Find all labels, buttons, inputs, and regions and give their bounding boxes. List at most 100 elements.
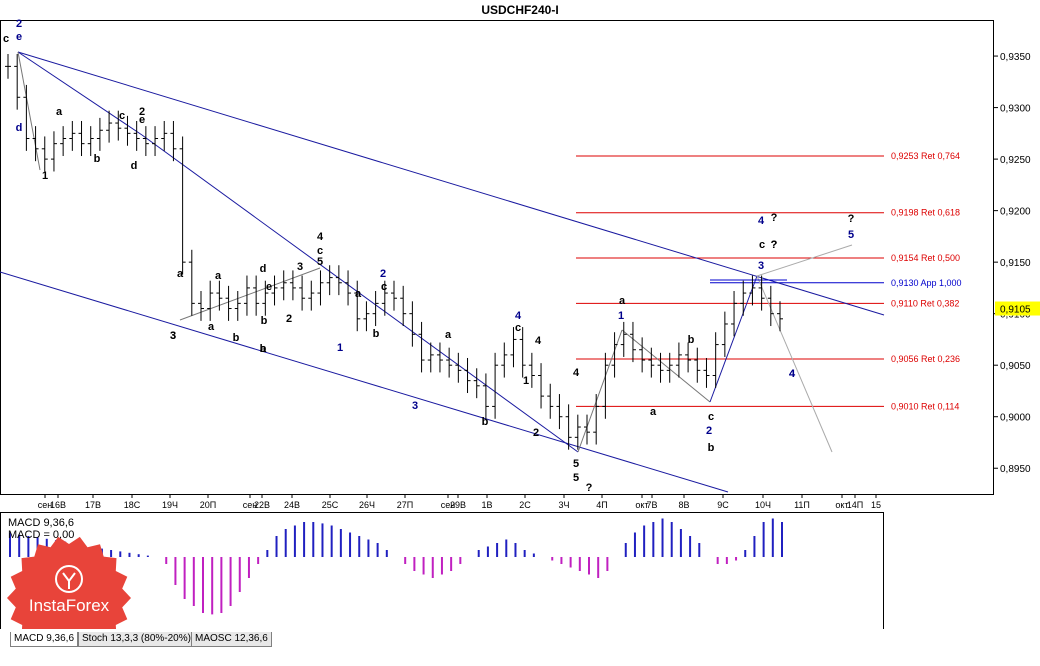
price-tick-label: 0,8950	[1000, 464, 1031, 475]
time-tick-label: 16В	[50, 500, 66, 510]
wave-label: e	[266, 281, 272, 293]
wave-label: b	[260, 343, 267, 355]
wave-label: a	[56, 106, 63, 118]
time-tick-label: 7В	[646, 500, 657, 510]
wave-label: a	[260, 343, 267, 355]
wave-label: 1	[618, 310, 624, 322]
wave-label: 3	[412, 400, 418, 412]
current-price-badge	[995, 301, 1040, 316]
wave-label: 4	[515, 310, 522, 322]
wave-label: c	[3, 33, 9, 45]
wave-label: c	[381, 281, 387, 293]
tab-stoch[interactable]: Stoch 13,3,3 (80%-20%)	[78, 632, 195, 647]
trend-line	[179, 267, 321, 321]
trend-line	[141, 134, 579, 453]
wave-label: 5	[573, 472, 579, 484]
wave-label: b	[688, 334, 695, 346]
level-label: 0,9010 Ret 0,114	[891, 401, 959, 411]
price-tick-label: 0,9200	[1000, 207, 1031, 218]
wave-label: 3	[758, 260, 764, 272]
wave-label: ?	[771, 239, 778, 251]
price-bars	[5, 54, 783, 450]
time-tick-label: 14П	[847, 500, 863, 510]
wave-label: d	[131, 160, 138, 172]
level-label: 0,9198 Ret 0,618	[891, 208, 960, 218]
wave-label: a	[650, 406, 657, 418]
trend-line	[17, 51, 885, 316]
wave-label: b	[373, 328, 380, 340]
time-tick-label: 17В	[85, 500, 101, 510]
trend-line	[709, 275, 758, 403]
wave-label: 4	[758, 215, 765, 227]
level-label: 0,9056 Ret 0,236	[891, 354, 960, 364]
wave-label: c	[708, 411, 714, 423]
wave-label: c	[759, 239, 765, 251]
time-tick-label: окт	[635, 500, 648, 510]
wave-label: 3	[170, 330, 176, 342]
wave-label: 2	[533, 427, 539, 439]
wave-label: 2	[16, 18, 22, 30]
trend-line	[756, 275, 833, 453]
price-tick-label: 0,9150	[1000, 258, 1031, 269]
price-axis: 0,93500,93000,92500,92000,91500,91000,90…	[993, 52, 1040, 475]
wave-label: e	[139, 114, 145, 126]
logo-badge-icon	[7, 536, 131, 660]
time-tick-label: 24В	[284, 500, 300, 510]
wave-label: 4	[573, 367, 580, 379]
wave-label: c	[317, 245, 323, 257]
trend-line	[621, 329, 711, 403]
price-tick-label: 0,9300	[1000, 104, 1031, 115]
time-tick-label: 20П	[200, 500, 216, 510]
wave-label: e	[16, 31, 22, 43]
time-tick-label: 19Ч	[162, 500, 178, 510]
time-tick-label: 11П	[794, 500, 810, 510]
wave-label: a	[215, 270, 222, 282]
logo-text: InstaForex	[28, 596, 110, 615]
wave-label: ?	[586, 482, 593, 494]
time-tick-label: 8В	[678, 500, 689, 510]
wave-label: c	[381, 281, 387, 293]
wave-label: c	[119, 110, 125, 122]
wave-label: 4	[789, 368, 796, 380]
wave-label: d	[260, 263, 267, 275]
price-tick-label: 0,9050	[1000, 361, 1031, 372]
time-tick-label: 27П	[397, 500, 413, 510]
time-tick-label: 22В	[254, 500, 270, 510]
tab-macd[interactable]: MACD 9,36,6	[10, 632, 79, 647]
wave-label: 5	[848, 229, 854, 241]
main-plot-border	[0, 20, 994, 495]
wave-label: 4	[535, 335, 542, 347]
wave-label: a	[208, 321, 215, 333]
wave-label: a	[445, 329, 452, 341]
trend-line	[756, 244, 853, 277]
wave-label: b	[233, 332, 240, 344]
wave-label: 4	[317, 231, 324, 243]
wave-label: 2	[139, 106, 145, 118]
price-tick-label: 0,9000	[1000, 413, 1031, 424]
time-tick-label: 1В	[481, 500, 492, 510]
time-tick-label: 4П	[596, 500, 607, 510]
time-tick-label: сен	[38, 500, 53, 510]
chart-title: USDCHF240-I	[481, 3, 558, 17]
wave-label: a	[619, 295, 626, 307]
price-tick-label: 0,9350	[1000, 52, 1031, 63]
wave-label: d	[16, 122, 23, 134]
wave-label: 4	[789, 368, 796, 380]
tab-maosc[interactable]: MAOSC 12,36,6	[191, 632, 272, 647]
wave-label: 5	[573, 458, 579, 470]
wave-label: 1	[42, 170, 48, 182]
wave-label: 5	[317, 256, 323, 268]
time-tick-label: 29В	[450, 500, 466, 510]
time-tick-label: 9С	[717, 500, 729, 510]
time-tick-label: окт	[835, 500, 848, 510]
wave-label: 3	[297, 261, 303, 273]
time-tick-label: 2С	[519, 500, 531, 510]
macd-label: MACD 9,36,6	[8, 517, 74, 529]
wave-label: b	[482, 416, 489, 428]
current-price-label: 0,9105	[1000, 305, 1031, 316]
wave-label: b	[708, 442, 715, 454]
level-label: 0,9110 Ret 0,382	[891, 298, 959, 308]
instaforex-logo: InstaForex	[6, 535, 132, 661]
